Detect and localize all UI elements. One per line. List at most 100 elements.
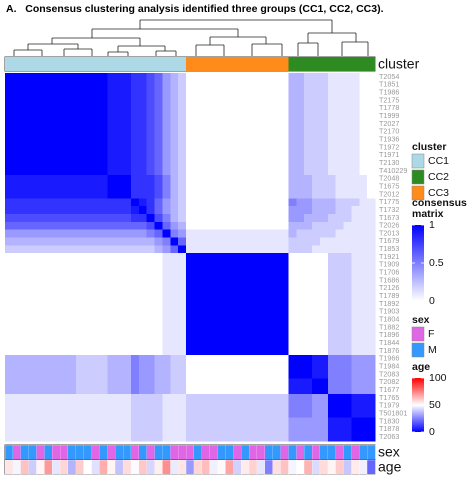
heatmap-cell xyxy=(193,386,203,395)
heatmap-cell xyxy=(91,386,100,395)
heatmap-cell xyxy=(201,347,211,356)
legend-title: cluster xyxy=(412,141,446,153)
heatmap-cell xyxy=(67,300,77,309)
heatmap-cell xyxy=(351,119,360,129)
heatmap-cell xyxy=(217,260,226,270)
heatmap-cell xyxy=(319,394,329,403)
heatmap-cell xyxy=(319,198,329,207)
heatmap-cell xyxy=(170,135,179,144)
heatmap-cell xyxy=(327,166,337,176)
heatmap-cell xyxy=(162,339,171,348)
heatmap-cell xyxy=(312,386,321,395)
heatmap-cell xyxy=(327,143,337,152)
heatmap-cell xyxy=(335,127,344,137)
heatmap-cell xyxy=(209,151,218,160)
heatmap-cell xyxy=(60,73,69,82)
heatmap-cell xyxy=(162,159,171,168)
heatmap-cell xyxy=(367,190,376,199)
heatmap-cell xyxy=(36,339,45,348)
heatmap-cell xyxy=(367,292,376,301)
heatmap-cell xyxy=(351,190,360,199)
heatmap-cell xyxy=(28,347,37,356)
heatmap-cell xyxy=(233,182,242,191)
heatmap-cell xyxy=(186,268,195,277)
heatmap-cell xyxy=(288,300,297,309)
heatmap-cell xyxy=(241,166,250,176)
heatmap-cell xyxy=(319,433,329,442)
heatmap-cell xyxy=(241,73,250,82)
heatmap-cell xyxy=(288,417,297,426)
heatmap-cell xyxy=(343,378,352,387)
heatmap-cell xyxy=(83,80,92,90)
heatmap-cell xyxy=(359,190,368,199)
heatmap-cell xyxy=(146,127,155,137)
heatmap-cell xyxy=(288,433,297,442)
heatmap-cell xyxy=(225,253,234,262)
heatmap-cell xyxy=(67,190,77,199)
heatmap-cell xyxy=(193,166,203,176)
heatmap-cell xyxy=(115,378,124,387)
heatmap-cell xyxy=(75,409,85,418)
heatmap-cell xyxy=(20,268,30,277)
heatmap-cell xyxy=(146,323,155,332)
heatmap-cell xyxy=(312,229,321,238)
heatmap-cell xyxy=(154,378,163,387)
heatmap-cell xyxy=(36,159,45,168)
heatmap-cell xyxy=(249,260,258,270)
heatmap-cell xyxy=(327,401,337,411)
heatmap-cell xyxy=(312,370,321,379)
heatmap-cell xyxy=(225,276,234,285)
heatmap-cell xyxy=(193,245,203,254)
heatmap-cell xyxy=(359,206,368,215)
heatmap-cell xyxy=(186,284,195,293)
heatmap-cell xyxy=(123,409,132,418)
heatmap-cell xyxy=(138,300,148,309)
heatmap-cell xyxy=(249,331,258,340)
heatmap-cell xyxy=(264,159,274,168)
heatmap-cell xyxy=(217,166,226,176)
heatmap-cell xyxy=(201,206,211,215)
heatmap-cell xyxy=(272,253,281,262)
heatmap-cell xyxy=(288,253,297,262)
heatmap-cell xyxy=(107,159,116,168)
heatmap-cell xyxy=(99,362,108,371)
heatmap-cell xyxy=(249,268,258,277)
heatmap-cell xyxy=(209,96,218,105)
heatmap-cell xyxy=(327,378,337,387)
heatmap-cell xyxy=(233,127,242,137)
annotation-cell xyxy=(311,459,321,475)
heatmap-cell xyxy=(52,151,61,160)
heatmap-cell xyxy=(83,307,92,317)
heatmap-cell xyxy=(28,104,37,113)
heatmap-cell xyxy=(264,370,274,379)
heatmap-cell xyxy=(359,237,368,246)
heatmap-cell xyxy=(193,151,203,160)
heatmap-cell xyxy=(52,104,61,113)
heatmap-cell xyxy=(233,151,242,160)
heatmap-cell xyxy=(272,198,281,207)
heatmap-cell xyxy=(312,213,321,223)
heatmap-cell xyxy=(28,292,37,301)
heatmap-cell xyxy=(67,331,77,340)
heatmap-cell xyxy=(146,417,155,426)
heatmap-cell xyxy=(60,206,69,215)
heatmap-cell xyxy=(233,206,242,215)
heatmap-cell xyxy=(233,96,242,105)
heatmap-cell xyxy=(130,229,140,238)
heatmap-cell xyxy=(217,206,226,215)
heatmap-cell xyxy=(52,80,61,90)
heatmap-cell xyxy=(280,386,289,395)
heatmap-cell xyxy=(162,370,171,379)
heatmap-cell xyxy=(75,300,85,309)
heatmap-cell xyxy=(170,331,179,340)
heatmap-cell xyxy=(107,268,116,277)
heatmap-cell xyxy=(5,276,14,285)
row-label: T1677 xyxy=(379,385,399,394)
heatmap-cell xyxy=(60,159,69,168)
heatmap-cell xyxy=(130,378,140,387)
heatmap-cell xyxy=(36,409,45,418)
heatmap-cell xyxy=(256,386,266,395)
heatmap-cell xyxy=(209,433,218,442)
heatmap-cell xyxy=(99,268,108,277)
heatmap-cell xyxy=(351,409,360,418)
